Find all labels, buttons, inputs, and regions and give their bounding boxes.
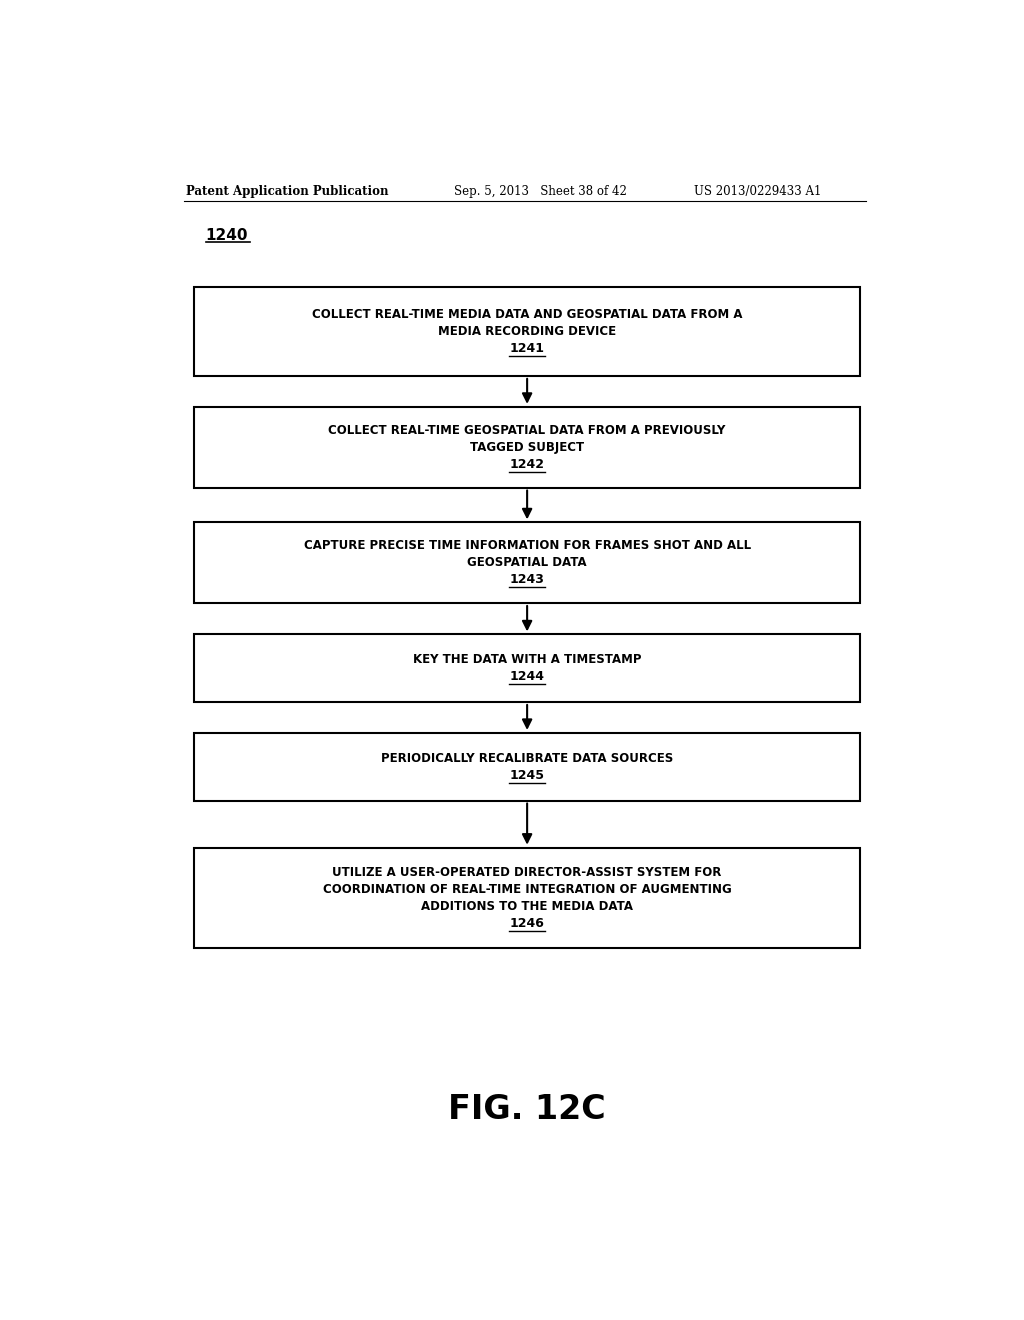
Text: PERIODICALLY RECALIBRATE DATA SOURCES: PERIODICALLY RECALIBRATE DATA SOURCES (381, 751, 673, 764)
Text: COLLECT REAL-TIME MEDIA DATA AND GEOSPATIAL DATA FROM A: COLLECT REAL-TIME MEDIA DATA AND GEOSPAT… (312, 308, 742, 321)
Bar (194, 733, 860, 800)
Text: 1241: 1241 (510, 342, 545, 355)
Text: UTILIZE A USER-OPERATED DIRECTOR-ASSIST SYSTEM FOR: UTILIZE A USER-OPERATED DIRECTOR-ASSIST … (333, 866, 722, 879)
Text: US 2013/0229433 A1: US 2013/0229433 A1 (693, 185, 821, 198)
Text: 1243: 1243 (510, 573, 545, 586)
Bar (194, 847, 860, 948)
Text: 1245: 1245 (510, 768, 545, 781)
Text: CAPTURE PRECISE TIME INFORMATION FOR FRAMES SHOT AND ALL: CAPTURE PRECISE TIME INFORMATION FOR FRA… (303, 539, 751, 552)
Text: TAGGED SUBJECT: TAGGED SUBJECT (470, 441, 584, 454)
Bar (194, 407, 860, 487)
Text: ADDITIONS TO THE MEDIA DATA: ADDITIONS TO THE MEDIA DATA (421, 899, 633, 912)
Text: 1244: 1244 (510, 671, 545, 684)
Text: 1240: 1240 (206, 227, 248, 243)
Text: FIG. 12C: FIG. 12C (449, 1093, 606, 1126)
Text: 1242: 1242 (510, 458, 545, 471)
Text: GEOSPATIAL DATA: GEOSPATIAL DATA (467, 556, 587, 569)
Text: 1246: 1246 (510, 916, 545, 929)
Bar (194, 635, 860, 702)
Bar (194, 288, 860, 376)
Text: COLLECT REAL-TIME GEOSPATIAL DATA FROM A PREVIOUSLY: COLLECT REAL-TIME GEOSPATIAL DATA FROM A… (329, 424, 726, 437)
Text: MEDIA RECORDING DEVICE: MEDIA RECORDING DEVICE (438, 325, 616, 338)
Text: KEY THE DATA WITH A TIMESTAMP: KEY THE DATA WITH A TIMESTAMP (413, 653, 641, 667)
Bar (194, 523, 860, 603)
Text: Patent Application Publication: Patent Application Publication (186, 185, 389, 198)
Text: COORDINATION OF REAL-TIME INTEGRATION OF AUGMENTING: COORDINATION OF REAL-TIME INTEGRATION OF… (323, 883, 731, 896)
Text: Sep. 5, 2013   Sheet 38 of 42: Sep. 5, 2013 Sheet 38 of 42 (454, 185, 627, 198)
